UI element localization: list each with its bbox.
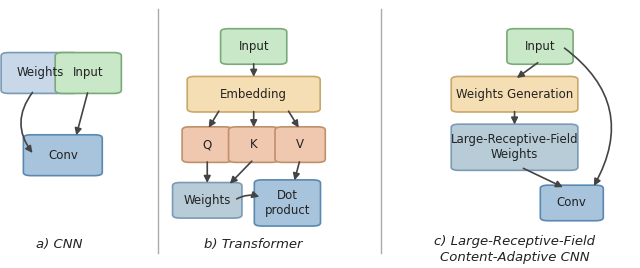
FancyBboxPatch shape: [182, 127, 232, 162]
FancyBboxPatch shape: [540, 185, 604, 221]
FancyBboxPatch shape: [275, 127, 325, 162]
Text: Conv: Conv: [48, 149, 78, 162]
FancyBboxPatch shape: [451, 76, 578, 112]
FancyBboxPatch shape: [24, 135, 102, 176]
Text: Large-Receptive-Field
Weights: Large-Receptive-Field Weights: [451, 133, 579, 161]
Text: Weights: Weights: [17, 66, 64, 80]
FancyBboxPatch shape: [507, 29, 573, 64]
Text: b) Transformer: b) Transformer: [204, 238, 303, 251]
FancyBboxPatch shape: [188, 76, 320, 112]
Text: Content-Adaptive CNN: Content-Adaptive CNN: [440, 251, 589, 264]
FancyBboxPatch shape: [451, 124, 578, 170]
Text: Input: Input: [238, 40, 269, 53]
FancyBboxPatch shape: [1, 53, 80, 94]
Text: Dot
product: Dot product: [265, 189, 310, 217]
Text: Input: Input: [525, 40, 556, 53]
FancyBboxPatch shape: [221, 29, 287, 64]
Text: Weights Generation: Weights Generation: [456, 88, 573, 101]
Text: Input: Input: [73, 66, 104, 80]
FancyBboxPatch shape: [228, 127, 279, 162]
Text: Weights: Weights: [184, 194, 231, 207]
Text: V: V: [296, 138, 304, 151]
Text: a) CNN: a) CNN: [36, 238, 83, 251]
Text: Embedding: Embedding: [220, 88, 287, 101]
FancyBboxPatch shape: [55, 53, 122, 94]
FancyBboxPatch shape: [173, 183, 242, 218]
Text: K: K: [250, 138, 257, 151]
Text: Q: Q: [203, 138, 212, 151]
FancyBboxPatch shape: [254, 180, 321, 226]
Text: Conv: Conv: [557, 196, 587, 210]
Text: c) Large-Receptive-Field: c) Large-Receptive-Field: [434, 235, 595, 248]
